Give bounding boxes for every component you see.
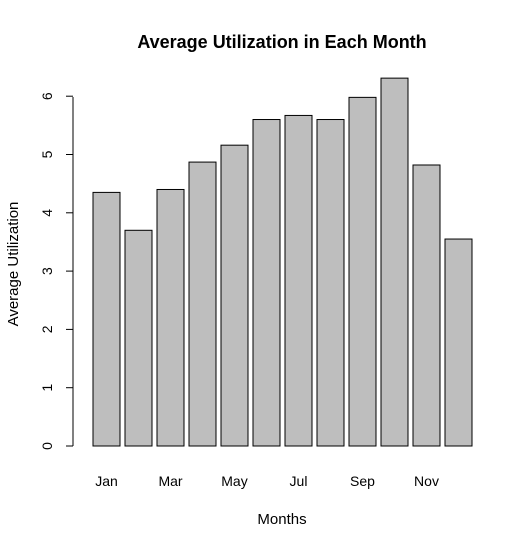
y-tick-label: 3: [39, 267, 55, 275]
bar-sep: [348, 96, 377, 447]
bar-dec: [444, 238, 473, 447]
y-tick-label: 1: [39, 384, 55, 392]
bar-jan: [92, 191, 121, 447]
x-tick-label: Nov: [414, 473, 439, 489]
y-tick-label: 2: [39, 325, 55, 333]
bar-jun: [252, 119, 281, 447]
bar-aug: [316, 119, 345, 447]
x-tick-label: Jul: [290, 473, 308, 489]
bar-oct: [380, 77, 409, 447]
y-tick-label: 5: [39, 150, 55, 158]
x-axis-tick-labels: Jan Mar May Jul Sep Nov: [95, 473, 439, 489]
y-axis-ticks: 0 1 2 3 4 5 6: [39, 92, 73, 450]
bar-may: [220, 144, 249, 447]
y-tick-label: 6: [39, 92, 55, 100]
x-tick-label: May: [221, 473, 247, 489]
y-tick-label: 4: [39, 209, 55, 217]
y-tick-label: 0: [39, 442, 55, 450]
x-axis-label: Months: [257, 511, 306, 528]
x-tick-label: Mar: [158, 473, 182, 489]
y-axis-label: Average Utilization: [5, 202, 22, 327]
x-tick-label: Jan: [95, 473, 118, 489]
bar-mar: [156, 188, 185, 447]
bar-jul: [284, 114, 313, 447]
bars-group: [92, 77, 473, 447]
bar-apr: [188, 161, 217, 447]
x-tick-label: Sep: [350, 473, 375, 489]
chart-title: Average Utilization in Each Month: [137, 32, 426, 52]
bar-nov: [412, 164, 441, 447]
bar-feb: [124, 229, 153, 447]
